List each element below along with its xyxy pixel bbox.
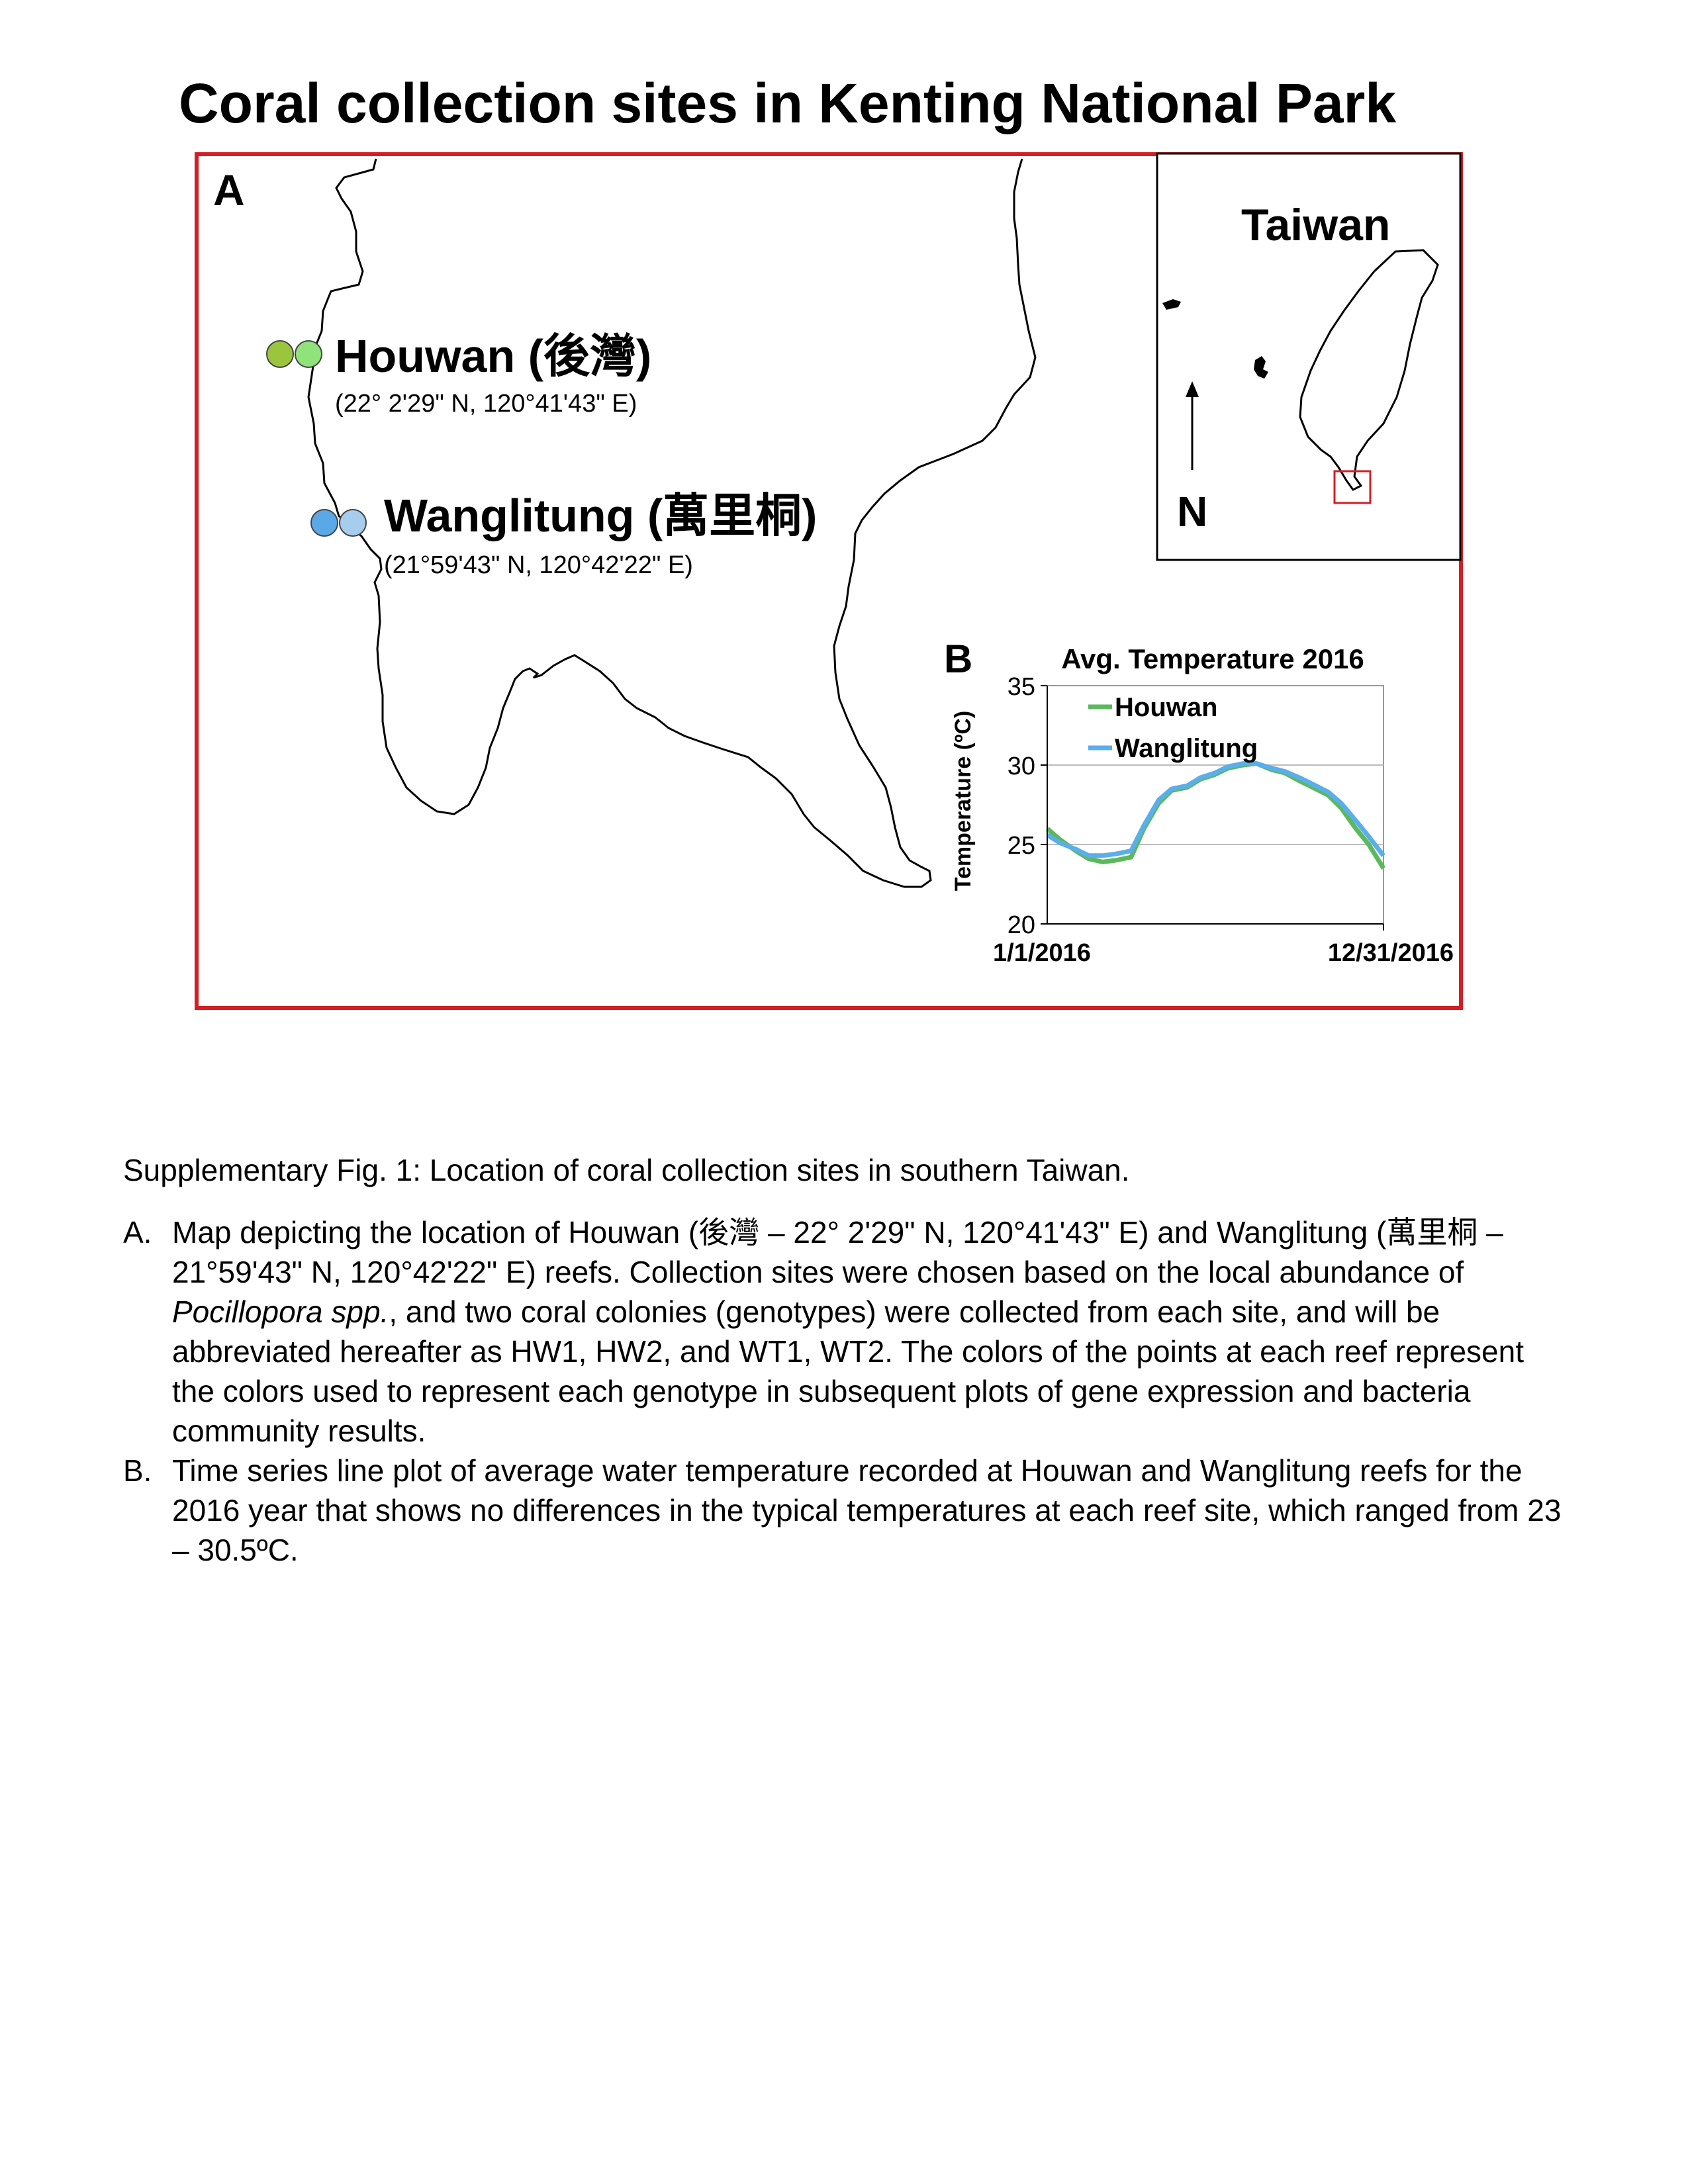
wanglitung-coords: (21°59'43" N, 120°42'22" E)	[384, 551, 693, 579]
caption-item-a-text-end: , and two coral colonies (genotypes) wer…	[172, 1295, 1524, 1448]
figure-frame	[195, 152, 1463, 1010]
figure-caption: Supplementary Fig. 1: Location of coral …	[123, 1150, 1566, 1570]
kinmen-island	[1162, 299, 1181, 310]
x-tick-label-end: 12/31/2016	[1328, 939, 1454, 967]
coastline	[307, 158, 1037, 888]
wt1-point	[310, 509, 338, 537]
taiwan-outline	[1299, 249, 1439, 491]
series-line-houwan	[1045, 761, 1385, 870]
caption-item-a: A. Map depicting the location of Houwan (…	[123, 1212, 1566, 1451]
caption-item-b-label: B.	[123, 1453, 152, 1488]
hw2-point	[295, 340, 322, 368]
penghu-islands	[1254, 356, 1268, 379]
panel-b-label: B	[944, 637, 972, 681]
north-label: N	[1177, 488, 1207, 535]
legend-label-wanglitung: Wanglitung	[1115, 734, 1258, 763]
study-area-box	[1333, 470, 1372, 504]
x-tick-label-start: 1/1/2016	[993, 939, 1091, 967]
y-tick-label: 35	[1008, 673, 1035, 701]
taiwan-inset: Taiwan N	[1156, 152, 1462, 561]
hw1-point	[266, 340, 294, 368]
figure-title: Coral collection sites in Kenting Nation…	[179, 72, 1397, 134]
caption-item-b-text: Time series line plot of average water t…	[172, 1453, 1562, 1567]
series-line-wanglitung	[1046, 761, 1385, 858]
wt2-point	[339, 509, 367, 537]
caption-item-a-italic: Pocillopora spp.	[172, 1295, 389, 1329]
caption-item-b: B. Time series line plot of average water…	[123, 1451, 1566, 1570]
map-panel-a: A Houwan (後灣) (22° 2'29" N, 120°41'43" E…	[213, 152, 1462, 888]
y-tick-label: 30	[1008, 752, 1035, 780]
chart-title: Avg. Temperature 2016	[1061, 643, 1364, 674]
houwan-label: Houwan (後灣)	[335, 330, 651, 382]
caption-intro: Supplementary Fig. 1: Location of coral …	[123, 1153, 1130, 1187]
north-arrow-icon	[1186, 381, 1199, 397]
temperature-chart: B Avg. Temperature 2016 Temperature (ºC)…	[944, 637, 1454, 967]
houwan-coords: (22° 2'29" N, 120°41'43" E)	[335, 390, 637, 418]
caption-item-a-text: Map depicting the location of Houwan (後灣…	[172, 1215, 1503, 1289]
y-axis-title: Temperature (ºC)	[951, 711, 976, 891]
y-tick-label: 25	[1008, 832, 1035, 860]
panel-a-label: A	[213, 165, 245, 214]
wanglitung-label: Wanglitung (萬里桐)	[384, 490, 817, 541]
y-tick-label: 20	[1008, 911, 1035, 939]
caption-item-a-label: A.	[123, 1215, 152, 1250]
inset-title: Taiwan	[1241, 200, 1390, 250]
legend-label-houwan: Houwan	[1115, 693, 1218, 722]
inset-border	[1156, 152, 1462, 561]
